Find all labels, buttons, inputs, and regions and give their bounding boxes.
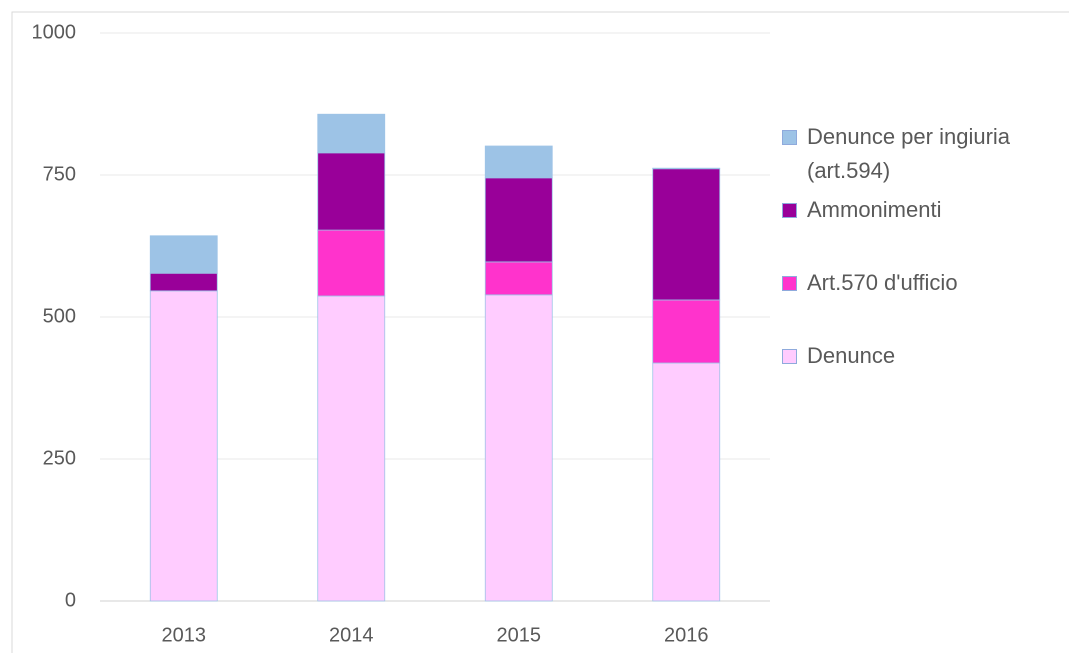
- bar-segment: [484, 177, 553, 263]
- legend-label: Ammonimenti: [807, 197, 942, 222]
- bar-segment: [652, 167, 721, 170]
- legend-item: Art.570 d'ufficio: [782, 266, 1062, 300]
- y-tick-label: 0: [65, 589, 76, 611]
- bar-segment: [149, 290, 218, 602]
- legend-label: Denunce per ingiuria (art.594): [807, 124, 1011, 183]
- chart-border: [11, 11, 1069, 653]
- x-tick-label: 2015: [497, 624, 542, 646]
- bar-segment: [149, 272, 218, 292]
- y-tick-label: 750: [43, 163, 76, 185]
- legend-item: Denunce per ingiuria (art.594): [782, 120, 1062, 188]
- legend-swatch: [782, 349, 797, 364]
- legend-swatch: [782, 130, 797, 145]
- legend-label: Art.570 d'ufficio: [807, 270, 958, 295]
- bar-segment: [317, 229, 386, 297]
- legend-label: Denunce: [807, 343, 896, 368]
- bar-segment: [484, 294, 553, 602]
- bar-segment: [652, 362, 721, 602]
- x-tick-label: 2016: [664, 624, 709, 646]
- bar-segment: [652, 168, 721, 301]
- bar-segment: [317, 295, 386, 602]
- x-tick-label: 2013: [162, 624, 207, 646]
- legend-swatch: [782, 276, 797, 291]
- y-tick-label: 1000: [32, 21, 77, 43]
- bar-segment: [317, 113, 386, 154]
- y-tick-label: 500: [43, 305, 76, 327]
- bar-segment: [317, 152, 386, 231]
- legend-item: Denunce: [782, 339, 1062, 373]
- bar-segment: [149, 235, 218, 274]
- bar-segment: [484, 145, 553, 179]
- x-tick-label: 2014: [329, 624, 374, 646]
- legend-swatch: [782, 203, 797, 218]
- legend-item: Ammonimenti: [782, 193, 1062, 227]
- bar-segment: [652, 299, 721, 364]
- bar-segment: [484, 261, 553, 296]
- y-tick-label: 250: [43, 447, 76, 469]
